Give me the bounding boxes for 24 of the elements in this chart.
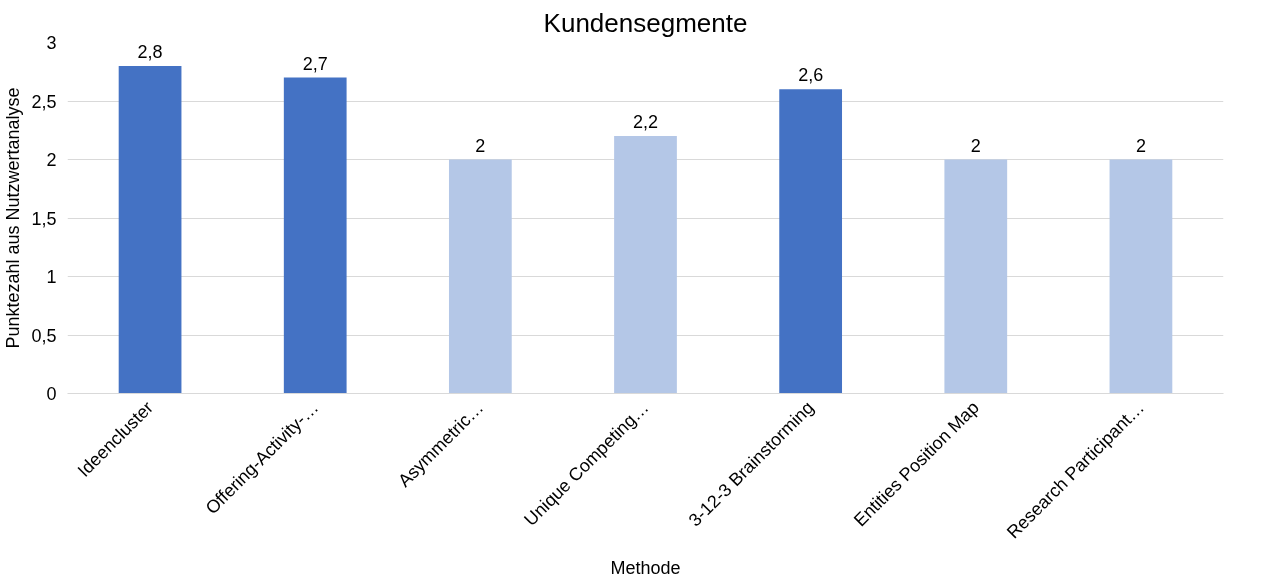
y-tick-label: 1 <box>46 267 57 287</box>
data-label: 2,2 <box>632 112 659 133</box>
bar <box>448 159 512 394</box>
x-axis-title: Methode <box>610 557 681 578</box>
data-label: 2 <box>475 135 486 156</box>
data-label: 2 <box>1135 135 1146 156</box>
y-tick-label: 0 <box>46 384 57 404</box>
bar <box>1109 159 1173 394</box>
bar <box>779 89 843 394</box>
y-axis-title: Punktezahl aus Nutzwertanalyse <box>3 87 24 349</box>
chart-title: Kundensegmente <box>543 7 748 38</box>
y-tick-label: 0,5 <box>31 325 57 346</box>
y-tick-label: 1,5 <box>31 208 57 229</box>
data-label: 2,7 <box>302 53 328 74</box>
y-tick-label: 2,5 <box>31 91 57 112</box>
data-label: 2,8 <box>137 41 163 62</box>
y-tick-label: 3 <box>46 33 57 53</box>
y-tick-label: 2 <box>46 150 57 170</box>
bar <box>614 136 677 394</box>
bar <box>118 65 182 394</box>
data-label: 2,6 <box>798 65 824 86</box>
bar <box>283 77 347 394</box>
bar <box>944 159 1008 394</box>
data-label: 2 <box>970 135 981 156</box>
